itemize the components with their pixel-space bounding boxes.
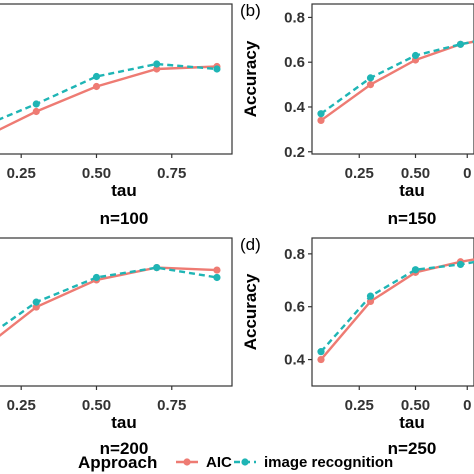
x-axis-title: tau: [111, 413, 137, 432]
image-recognition-point: [366, 74, 375, 82]
image-recognition-point: [32, 100, 40, 108]
legend: Approach AIC image recognition: [78, 453, 393, 472]
legend-key-image-recognition-point: [241, 458, 249, 466]
y-tick-label: 0.6: [284, 54, 305, 71]
plot-area: [317, 258, 474, 364]
aic-point: [366, 80, 375, 89]
x-tick-label: 0.50: [82, 397, 111, 414]
x-tick-label: 0.75: [157, 397, 186, 414]
y-tick-label: 0.8: [284, 9, 305, 26]
y-axis-title: Accuracy: [241, 40, 260, 117]
panel-2: 0.25 0.50 0 0.2 0.4 0.6 0.8 Accuracy (b) tau n=150: [240, 1, 474, 228]
image-recognition-point: [317, 348, 325, 356]
image-recognition-point: [366, 292, 375, 300]
x-tick-label: 0.25: [345, 397, 374, 414]
x-tick-label: 0: [463, 397, 471, 414]
x-tick-label: 0.50: [82, 165, 111, 182]
legend-label-aic: AIC: [206, 454, 232, 471]
image-recognition-point: [32, 298, 40, 306]
y-tick-label: 0.4: [284, 352, 306, 369]
image-recognition-point: [456, 260, 465, 269]
legend-title: Approach: [78, 453, 157, 472]
sample-size-label: n=150: [388, 209, 437, 228]
plot-area: [0, 60, 221, 131]
image-recognition-point: [153, 60, 161, 68]
image-recognition-point: [213, 273, 221, 282]
image-recognition-point: [456, 40, 465, 48]
x-axis-title: tau: [111, 181, 137, 200]
image-recognition-point: [411, 51, 420, 60]
x-tick-label: 0.50: [401, 397, 430, 414]
y-tick-label: 0.4: [284, 99, 306, 116]
sample-size-label: n=200: [100, 439, 149, 458]
x-axis-title: tau: [399, 181, 425, 200]
x-tick-label: 0.25: [7, 397, 36, 414]
aic-point: [317, 355, 325, 364]
aic-point: [32, 107, 40, 116]
panel-1: 0.25 0.50 0.75 tau n=100: [0, 3, 233, 228]
panel-3: 0.25 0.50 0.75 tau n=200: [0, 237, 233, 458]
aic-point: [213, 266, 221, 274]
sample-size-label: n=250: [388, 439, 437, 458]
aic-point: [153, 65, 161, 73]
panel-4: 0.25 0.50 0 0.4 0.6 0.8 Accuracy (d) tau n=250: [240, 235, 474, 458]
aic-point: [317, 116, 325, 125]
plot-area: [0, 264, 221, 337]
aic-point: [92, 82, 101, 91]
plot-area: [317, 40, 474, 125]
plot-frame: [0, 3, 233, 155]
y-tick-label: 0.6: [284, 299, 305, 316]
x-tick-label: 0.50: [401, 165, 430, 182]
panel-tag: (d): [240, 235, 261, 254]
y-tick-label: 0.8: [284, 246, 305, 263]
image-recognition-point: [411, 266, 420, 274]
x-axis-title: tau: [399, 413, 425, 432]
plot-frame: [311, 237, 474, 387]
x-tick-label: 0.25: [7, 165, 36, 182]
image-recognition-point: [153, 264, 161, 272]
y-tick-label: 0.2: [284, 144, 305, 161]
legend-label-image-recognition: image recognition: [264, 454, 393, 471]
image-recognition-point: [92, 273, 101, 282]
image-recognition-line: [0, 266, 218, 330]
image-recognition-point: [92, 72, 101, 81]
plot-frame: [311, 3, 474, 155]
legend-key-aic-point: [183, 458, 191, 466]
plot-frame: [0, 237, 233, 387]
x-tick-label: 0.25: [345, 165, 374, 182]
image-recognition-point: [317, 110, 325, 118]
x-tick-label: 0.75: [157, 165, 186, 182]
image-recognition-point: [213, 65, 221, 73]
sample-size-label: n=100: [100, 209, 149, 228]
x-tick-label: 0: [463, 165, 471, 182]
y-axis-title: Accuracy: [241, 273, 260, 350]
aic-point: [32, 303, 40, 311]
panel-tag: (b): [240, 1, 261, 20]
